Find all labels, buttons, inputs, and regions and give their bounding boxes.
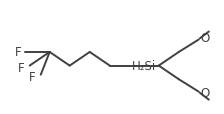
- Text: F: F: [18, 61, 25, 74]
- Text: O: O: [201, 87, 210, 100]
- Text: O: O: [201, 32, 210, 45]
- Text: F: F: [15, 46, 22, 59]
- Text: F: F: [29, 70, 35, 83]
- Text: H₂Si: H₂Si: [132, 59, 156, 72]
